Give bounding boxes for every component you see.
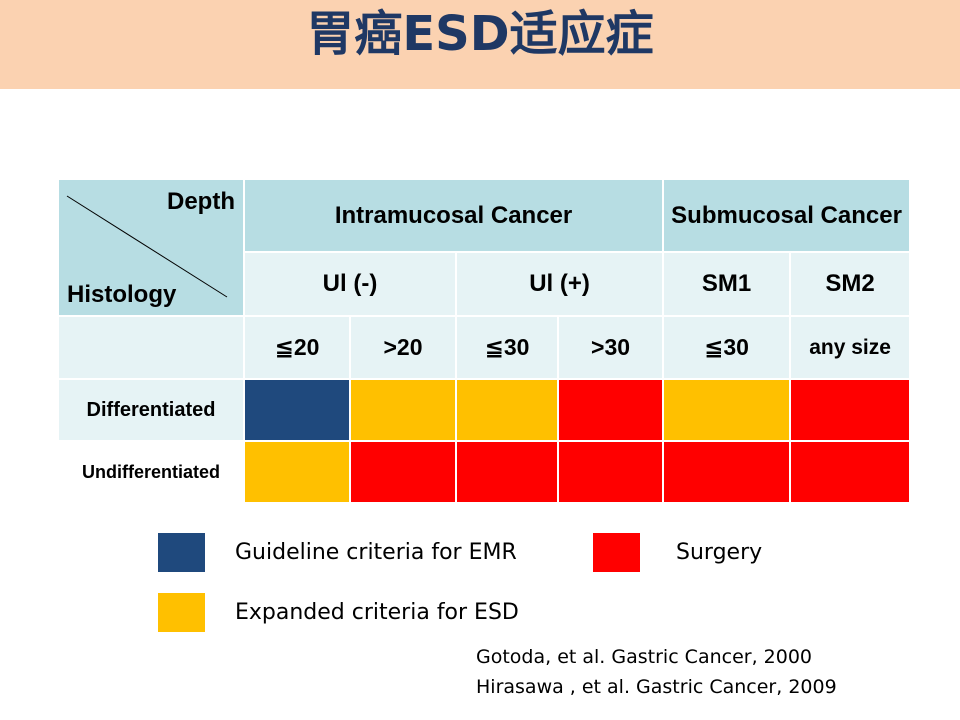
criteria-cell xyxy=(243,378,351,442)
legend-surgery-swatch xyxy=(593,533,640,572)
sm1-header: SM1 xyxy=(662,251,792,317)
criteria-cell xyxy=(349,378,457,442)
undifferentiated-row-label: Undifferentiated xyxy=(57,440,245,504)
ul-positive-header: Ul (+) xyxy=(454,251,665,317)
size-cell: ≦30 xyxy=(455,315,559,380)
sm2-header: SM2 xyxy=(789,251,912,317)
submucosal-cancer-header: Submucosal Cancer xyxy=(662,178,912,253)
title-bar xyxy=(0,0,960,89)
criteria-cell xyxy=(556,378,665,442)
size-cell: >20 xyxy=(349,315,457,380)
legend-emr-label: Guideline criteria for EMR xyxy=(235,540,517,565)
corner-diagonal-line xyxy=(66,195,228,298)
criteria-cell xyxy=(349,440,457,504)
legend-emr-swatch xyxy=(158,533,205,572)
size-cell: ≦20 xyxy=(243,315,351,380)
size-cell: ≦30 xyxy=(662,315,792,380)
criteria-cell xyxy=(789,378,912,442)
size-row-empty-cell xyxy=(57,315,245,380)
differentiated-row-label: Differentiated xyxy=(57,378,245,442)
ul-negative-header: Ul (-) xyxy=(243,251,457,317)
criteria-cell xyxy=(243,440,351,504)
criteria-cell xyxy=(455,378,559,442)
page-title: 胃癌ESD适应症 xyxy=(306,6,654,62)
depth-label: Depth xyxy=(167,188,235,215)
legend-esd-swatch xyxy=(158,593,205,632)
legend-surgery-label: Surgery xyxy=(676,540,763,565)
reference-2: Hirasawa , et al. Gastric Cancer, 2009 xyxy=(476,676,837,698)
table-corner-header: Depth Histology xyxy=(57,178,245,317)
size-cell: any size xyxy=(789,315,912,380)
criteria-cell xyxy=(455,440,559,504)
histology-label: Histology xyxy=(67,281,177,308)
size-cell: >30 xyxy=(556,315,665,380)
criteria-cell xyxy=(662,378,792,442)
intramucosal-cancer-header: Intramucosal Cancer xyxy=(242,178,665,253)
legend-esd-label: Expanded criteria for ESD xyxy=(235,600,519,625)
esd-indication-table: Depth Histology Intramucosal Cancer Subm… xyxy=(57,178,912,504)
criteria-cell xyxy=(789,440,912,504)
criteria-cell xyxy=(662,440,792,504)
criteria-cell xyxy=(556,440,665,504)
reference-1: Gotoda, et al. Gastric Cancer, 2000 xyxy=(476,646,813,668)
